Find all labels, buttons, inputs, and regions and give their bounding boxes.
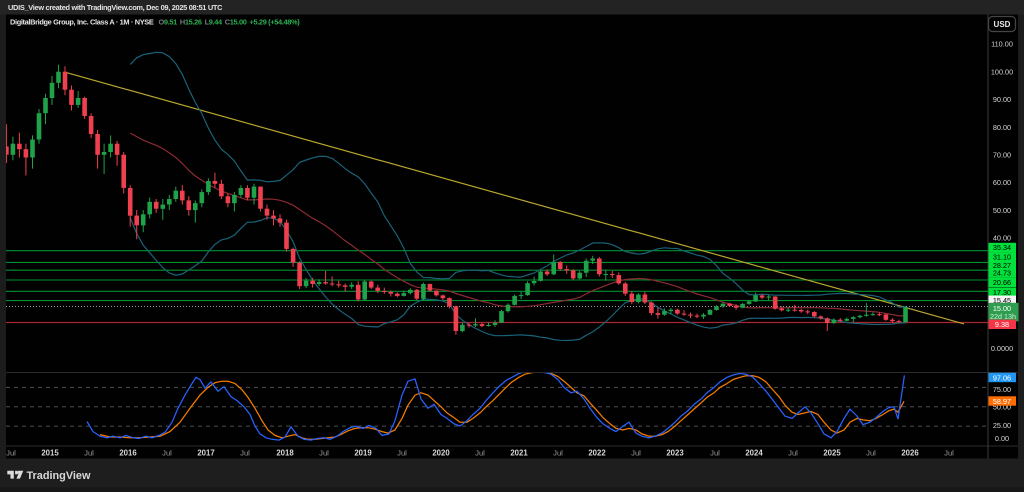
- svg-text:2024: 2024: [745, 449, 763, 458]
- svg-text:80.00: 80.00: [993, 123, 1011, 132]
- svg-text:Jul: Jul: [240, 449, 250, 458]
- svg-text:0.00: 0.00: [995, 434, 1009, 443]
- svg-text:Jul: Jul: [84, 449, 94, 458]
- svg-text:15.45: 15.45: [993, 296, 1011, 305]
- svg-text:2021: 2021: [510, 449, 528, 458]
- svg-text:40.00: 40.00: [993, 234, 1011, 243]
- svg-text:Jul: Jul: [475, 449, 485, 458]
- svg-text:60.00: 60.00: [993, 178, 1011, 187]
- svg-text:2018: 2018: [276, 449, 294, 458]
- svg-text:100.00: 100.00: [991, 67, 1013, 76]
- svg-text:Jul: Jul: [631, 449, 641, 458]
- svg-text:2025: 2025: [823, 449, 841, 458]
- svg-text:Jul: Jul: [866, 449, 876, 458]
- svg-text:UDIS_View created with Trading: UDIS_View created with TradingView.com, …: [8, 3, 223, 12]
- svg-text:70.00: 70.00: [993, 150, 1011, 159]
- svg-text:2015: 2015: [41, 449, 59, 458]
- svg-text:50.00: 50.00: [993, 206, 1011, 215]
- svg-text:24.73: 24.73: [993, 269, 1011, 278]
- svg-text:17.30: 17.30: [993, 288, 1011, 297]
- svg-text:Jul: Jul: [944, 449, 954, 458]
- svg-text:15.00: 15.00: [993, 304, 1011, 313]
- svg-text:50.00: 50.00: [993, 403, 1011, 412]
- svg-text:Jul: Jul: [553, 449, 563, 458]
- svg-text:22d 13h: 22d 13h: [990, 312, 1016, 321]
- svg-text:2017: 2017: [197, 449, 214, 458]
- svg-text:25.00: 25.00: [993, 421, 1011, 430]
- svg-text:Jul: Jul: [6, 449, 16, 458]
- svg-text:Jul: Jul: [162, 449, 172, 458]
- svg-text:9.38: 9.38: [995, 320, 1009, 329]
- svg-text:Jul: Jul: [397, 449, 407, 458]
- svg-text:110.00: 110.00: [991, 40, 1013, 49]
- svg-text:Jul: Jul: [710, 449, 720, 458]
- svg-text:2020: 2020: [432, 449, 450, 458]
- svg-text:90.00: 90.00: [993, 95, 1011, 104]
- svg-text:31.10: 31.10: [993, 253, 1011, 262]
- svg-text:58.97: 58.97: [993, 397, 1011, 406]
- svg-text:Jul: Jul: [788, 449, 798, 458]
- svg-text:20.66: 20.66: [993, 278, 1011, 287]
- svg-text:0.0000: 0.0000: [991, 344, 1013, 353]
- svg-text:97.06: 97.06: [993, 373, 1011, 382]
- svg-text:USD: USD: [994, 20, 1011, 29]
- svg-text:2016: 2016: [119, 449, 137, 458]
- svg-text:28.27: 28.27: [993, 261, 1011, 270]
- svg-text:2026: 2026: [901, 449, 919, 458]
- svg-text:Jul: Jul: [319, 449, 329, 458]
- svg-text:75.00: 75.00: [993, 385, 1011, 394]
- svg-text:2022: 2022: [588, 449, 606, 458]
- svg-text:35.34: 35.34: [993, 243, 1011, 252]
- svg-text:TradingView: TradingView: [27, 470, 91, 482]
- svg-text:2023: 2023: [666, 449, 684, 458]
- svg-text:2019: 2019: [354, 449, 372, 458]
